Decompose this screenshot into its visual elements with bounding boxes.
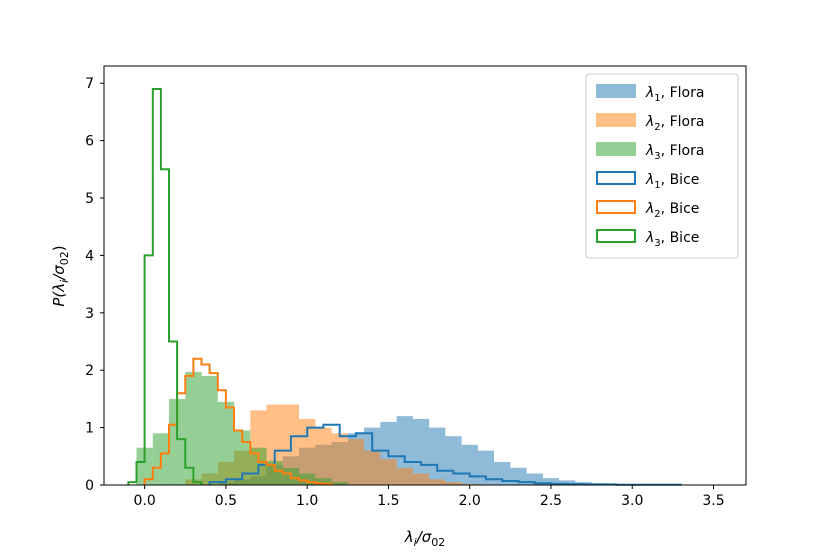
series-5-step-3-bice xyxy=(127,88,203,485)
hist-bar xyxy=(331,482,348,485)
legend-label: λ3, Bice xyxy=(645,230,699,249)
x-tick-label: 3.5 xyxy=(702,493,724,509)
y-axis-ticks: 0 1 2 3 4 5 6 7 xyxy=(85,76,104,494)
hist-bar xyxy=(396,416,413,485)
y-tick-label: 1 xyxy=(85,421,94,437)
x-tick-label: 0.0 xyxy=(134,493,156,509)
x-tick-label: 3.0 xyxy=(621,493,643,509)
hist-bar xyxy=(234,430,251,485)
y-tick-label: 6 xyxy=(85,134,94,150)
hist-bar xyxy=(169,398,186,485)
step-histograms xyxy=(127,88,682,486)
hist-bar xyxy=(429,479,446,485)
legend-label: λ3, Flora xyxy=(645,143,704,162)
hist-bar xyxy=(380,459,397,485)
series-3-step-1-bice xyxy=(208,423,682,486)
series-2-filled-3-flora xyxy=(136,371,348,485)
hist-bar xyxy=(217,401,235,485)
y-axis-label: P(λi/σ02) xyxy=(50,245,71,306)
legend-swatch xyxy=(596,113,636,127)
hist-bar xyxy=(299,473,316,485)
hist-bar xyxy=(412,419,430,485)
y-tick-label: 5 xyxy=(85,191,94,207)
hist-bar xyxy=(461,444,478,485)
legend-swatch xyxy=(596,200,636,214)
hist-bar xyxy=(542,478,560,485)
hist-bar xyxy=(445,482,462,485)
y-tick-label: 0 xyxy=(85,478,94,494)
x-tick-label: 0.5 xyxy=(215,493,237,509)
legend-label: λ2, Flora xyxy=(645,114,704,133)
y-tick-label: 4 xyxy=(85,248,94,264)
hist-bar xyxy=(461,483,478,485)
legend-swatch xyxy=(596,229,636,243)
x-axis-ticks: 0.0 0.5 1.0 1.5 2.0 2.5 3.0 3.5 xyxy=(134,485,725,509)
y-tick-label: 7 xyxy=(85,76,94,92)
hist-bar xyxy=(429,427,446,485)
filled-histograms xyxy=(136,371,690,485)
x-tick-label: 1.5 xyxy=(377,493,399,509)
hist-bar xyxy=(315,427,332,485)
hist-bar xyxy=(201,375,218,485)
legend-swatch xyxy=(596,171,636,185)
hist-bar xyxy=(331,433,348,485)
hist-bar xyxy=(526,473,543,485)
hist-bar xyxy=(445,436,462,485)
x-tick-label: 2.5 xyxy=(540,493,562,509)
x-tick-label: 1.0 xyxy=(296,493,318,509)
hist-bar xyxy=(315,478,332,485)
hist-bar xyxy=(412,473,430,485)
y-tick-label: 3 xyxy=(85,306,94,322)
legend: λ1, Flora λ2, Flora λ3, Flora λ1, Bice λ2, B… xyxy=(585,73,739,259)
legend-label: λ1, Bice xyxy=(645,172,699,191)
hist-bar xyxy=(559,480,576,485)
legend-label: λ2, Bice xyxy=(645,201,699,220)
legend-swatch xyxy=(596,142,636,156)
series-4-step-2-bice xyxy=(143,357,333,485)
legend-swatch xyxy=(596,84,636,98)
x-axis-label: λi/σ02 xyxy=(404,528,446,549)
hist-bar xyxy=(136,447,153,485)
hist-bar xyxy=(364,450,381,485)
plot-frame xyxy=(103,65,747,486)
y-tick-label: 2 xyxy=(85,363,94,379)
hist-bar xyxy=(396,467,413,485)
legend-label: λ1, Flora xyxy=(645,85,704,104)
hist-bar xyxy=(266,460,283,485)
x-tick-label: 2.0 xyxy=(459,493,481,509)
hist-bar xyxy=(185,371,202,485)
hist-bar xyxy=(347,439,365,485)
